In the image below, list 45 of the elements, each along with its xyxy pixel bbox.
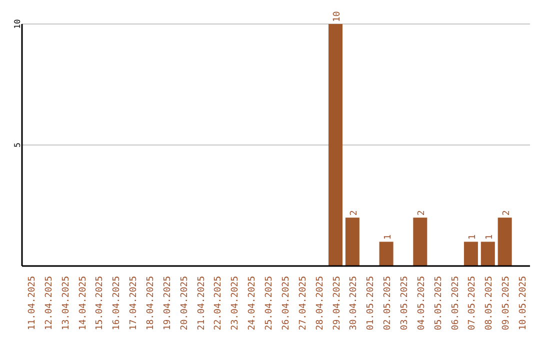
x-tick-label: 02.05.2025 [383,276,394,330]
x-tick-label: 11.04.2025 [27,276,38,330]
bar [328,24,342,266]
x-tick-label: 28.04.2025 [315,276,326,330]
bar [480,242,495,266]
x-tick-label: 23.04.2025 [230,276,241,330]
x-tick-label: 01.05.2025 [366,276,376,330]
y-tick-label: 5 [13,142,22,148]
x-tick-label: 30.04.2025 [349,276,360,330]
x-tick-label: 08.05.2025 [484,276,495,330]
x-tick-label: 17.04.2025 [129,276,140,330]
x-tick-label: 03.05.2025 [400,276,410,330]
data-label: 10 [332,11,342,22]
x-tick-label: 21.04.2025 [196,276,207,330]
x-tick-label: 22.04.2025 [214,276,224,330]
data-label: 2 [349,210,360,216]
data-label: 1 [383,234,394,240]
data-label: 2 [417,210,428,216]
x-tick-label: 27.04.2025 [298,276,308,330]
data-label: 1 [468,234,478,240]
bar [379,242,394,266]
x-tick-label: 26.04.2025 [281,276,292,330]
data-label: 1 [484,234,495,240]
bar [413,218,428,266]
x-tick-label: 07.05.2025 [468,276,478,330]
x-tick-label: 12.04.2025 [44,276,54,330]
x-tick-label: 18.04.2025 [146,276,156,330]
bar [464,242,478,266]
x-tick-label: 10.05.2025 [518,276,529,330]
data-label: 2 [502,210,512,216]
x-tick-label: 14.04.2025 [78,276,88,330]
x-tick-label: 15.04.2025 [95,276,106,330]
bar [498,218,512,266]
x-tick-label: 05.05.2025 [434,276,444,330]
x-tick-label: 09.05.2025 [502,276,512,330]
x-tick-label: 16.04.2025 [112,276,122,330]
bar [345,218,360,266]
x-tick-label: 19.04.2025 [162,276,173,330]
x-tick-label: 13.04.2025 [61,276,72,330]
x-tick-label: 04.05.2025 [416,276,427,330]
x-tick-label: 25.04.2025 [264,276,275,330]
x-tick-label: 06.05.2025 [450,276,461,330]
x-tick-label: 20.04.2025 [180,276,190,330]
x-tick-label: 24.04.2025 [248,276,258,330]
x-tick-label: 29.04.2025 [332,276,342,330]
